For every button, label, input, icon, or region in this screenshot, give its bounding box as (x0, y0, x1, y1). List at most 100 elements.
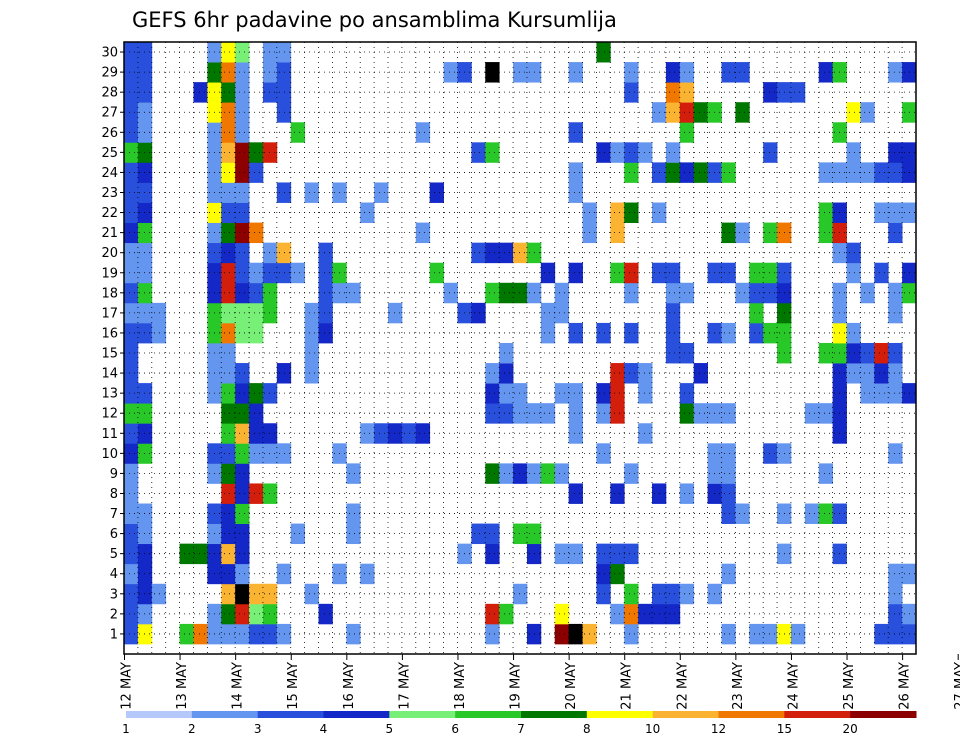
heatmap-cell (693, 403, 708, 424)
heatmap-cell (763, 623, 778, 645)
heatmap-cell (262, 302, 278, 324)
heatmap-cell (513, 62, 528, 83)
heatmap-cell (596, 42, 611, 63)
heatmap-cell (221, 302, 236, 324)
heatmap-cell (221, 443, 236, 464)
heatmap-cell (846, 322, 861, 344)
y-tick-label: 19 (101, 266, 118, 281)
heatmap-cell (221, 222, 236, 244)
legend-swatch (586, 711, 654, 718)
heatmap-cell (235, 82, 250, 103)
heatmap-cell (846, 102, 861, 123)
heatmap-cell (221, 543, 236, 565)
heatmap-cell (679, 162, 695, 183)
y-tick-label: 5 (110, 547, 118, 562)
heatmap-cell (276, 262, 292, 284)
heatmap-cell (137, 42, 153, 63)
heatmap-cell (665, 322, 681, 344)
heatmap-cell (485, 242, 500, 264)
x-tick-label: 19 MAY (509, 662, 524, 710)
heatmap-cell (624, 142, 639, 163)
heatmap-cell (568, 383, 583, 404)
heatmap-cell (610, 202, 625, 223)
heatmap-cell (665, 262, 681, 284)
heatmap-cell (624, 322, 639, 344)
heatmap-cell (638, 603, 653, 625)
heatmap-cell (874, 363, 889, 384)
y-tick-label: 11 (101, 427, 118, 442)
legend-label: 7 (517, 722, 525, 736)
heatmap-cell (485, 623, 500, 645)
x-axis: 12 MAY 13 MAY 14 MAY 15 MAY 16 MAY 17 MAY 18 M… (120, 654, 960, 710)
y-tick-label: 7 (110, 507, 118, 522)
heatmap-cell (276, 242, 292, 264)
heatmap-cell (818, 62, 834, 83)
heatmap-cell (137, 242, 153, 264)
heatmap-cell (596, 543, 611, 565)
heatmap-cell (360, 202, 375, 223)
heatmap-cell (221, 363, 236, 384)
heatmap-cell (804, 403, 820, 424)
heatmap-cell (679, 102, 695, 123)
y-tick-label: 3 (110, 587, 118, 602)
heatmap-cell (235, 202, 250, 223)
heatmap-cell (137, 603, 153, 625)
heatmap-cell (679, 122, 695, 143)
heatmap-cell (874, 162, 889, 183)
heatmap-cell (888, 383, 903, 404)
heatmap-cell (610, 222, 625, 244)
heatmap-cell (554, 383, 570, 404)
heatmap-cell (860, 102, 875, 123)
heatmap-cell (124, 262, 139, 284)
heatmap-cell (124, 463, 139, 484)
heatmap-cell (318, 282, 333, 304)
heatmap-cell (221, 142, 236, 163)
heatmap-cell (624, 623, 639, 645)
heatmap-cell (846, 142, 861, 163)
heatmap-cell (888, 342, 903, 364)
heatmap-cell (554, 302, 570, 324)
heatmap-cell (888, 583, 903, 605)
heatmap-cell (137, 102, 153, 123)
heatmap-cell (151, 302, 167, 324)
heatmap-cell (235, 503, 250, 524)
heatmap-cell (624, 62, 639, 83)
heatmap-cell (749, 322, 764, 344)
x-tick-label: 25 MAY (842, 662, 857, 710)
heatmap-cell (346, 623, 361, 645)
heatmap-cell (249, 443, 264, 464)
heatmap-cell (290, 262, 306, 284)
heatmap-cell (137, 262, 153, 284)
heatmap-cell (249, 282, 264, 304)
heatmap-cell (485, 62, 500, 83)
heatmap-cell (749, 282, 764, 304)
heatmap-cell (221, 122, 236, 143)
heatmap-cell (124, 523, 139, 545)
heatmap-cell (235, 122, 250, 143)
heatmap-cell (374, 182, 389, 203)
legend-label: 3 (254, 722, 262, 736)
heatmap-cell (249, 403, 264, 424)
y-tick-label: 1 (110, 627, 118, 642)
x-tick-label: 16 MAY (342, 662, 357, 710)
heatmap-cell (499, 363, 514, 384)
heatmap-cell (624, 363, 639, 384)
legend-swatch (323, 711, 390, 718)
heatmap-cell (124, 563, 139, 585)
heatmap-cell (235, 322, 250, 344)
heatmap-cell (235, 162, 250, 183)
heatmap-cell (888, 603, 903, 625)
heatmap-cell (818, 162, 834, 183)
heatmap-cell (235, 463, 250, 484)
heatmap-cell (137, 523, 153, 545)
heatmap-cell (235, 423, 250, 444)
x-tick-label: 20 MAY (564, 662, 579, 710)
heatmap-cell (262, 262, 278, 284)
heatmap-cell (262, 383, 278, 404)
heatmap-cell (304, 322, 319, 344)
heatmap-cell (610, 363, 625, 384)
heatmap-cell (221, 563, 236, 585)
heatmap-cell (124, 363, 139, 384)
heatmap-cell (818, 403, 834, 424)
heatmap-cell (610, 543, 625, 565)
